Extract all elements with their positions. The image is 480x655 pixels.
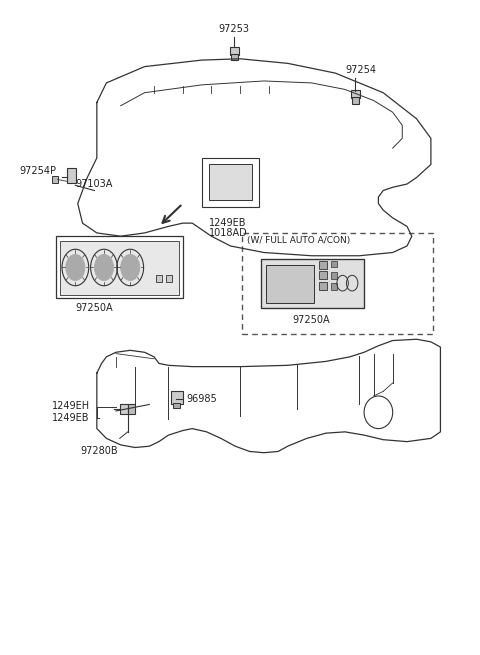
Text: 97250A: 97250A bbox=[292, 314, 330, 325]
Bar bbox=[166, 275, 172, 282]
Text: 1249EB: 1249EB bbox=[209, 218, 247, 228]
Bar bbox=[156, 275, 162, 282]
Bar bbox=[319, 271, 327, 279]
Text: 1249EH: 1249EH bbox=[51, 401, 90, 411]
Bar bbox=[319, 282, 327, 290]
Text: (W/ FULL AUTO A/CON): (W/ FULL AUTO A/CON) bbox=[247, 236, 350, 245]
Bar bbox=[128, 404, 135, 413]
Bar bbox=[351, 90, 360, 98]
Text: 97253: 97253 bbox=[218, 24, 250, 34]
Circle shape bbox=[66, 254, 85, 280]
Bar bbox=[266, 265, 314, 303]
Bar bbox=[56, 236, 183, 298]
Text: 96985: 96985 bbox=[187, 394, 217, 404]
Text: 97280B: 97280B bbox=[80, 447, 118, 457]
Bar bbox=[202, 158, 259, 207]
Bar bbox=[319, 261, 327, 269]
Circle shape bbox=[95, 254, 114, 280]
Bar bbox=[331, 261, 337, 267]
Bar bbox=[331, 283, 337, 290]
Bar bbox=[231, 54, 238, 60]
Bar bbox=[171, 392, 183, 404]
Text: 97250A: 97250A bbox=[75, 303, 113, 313]
Bar bbox=[52, 176, 58, 183]
Bar bbox=[229, 47, 239, 55]
Bar bbox=[120, 404, 128, 413]
Text: 97254P: 97254P bbox=[20, 166, 57, 176]
Bar bbox=[262, 259, 364, 308]
Bar bbox=[209, 164, 252, 200]
Text: 97103A: 97103A bbox=[75, 179, 113, 189]
Bar bbox=[60, 241, 179, 295]
Text: 97254: 97254 bbox=[345, 65, 376, 75]
Bar bbox=[331, 272, 337, 278]
Circle shape bbox=[120, 254, 140, 280]
Bar bbox=[67, 168, 76, 183]
Bar bbox=[173, 403, 180, 407]
Text: 1018AD: 1018AD bbox=[209, 228, 248, 238]
Text: 1249EB: 1249EB bbox=[51, 413, 89, 422]
Bar bbox=[262, 259, 364, 308]
Bar bbox=[352, 97, 359, 104]
